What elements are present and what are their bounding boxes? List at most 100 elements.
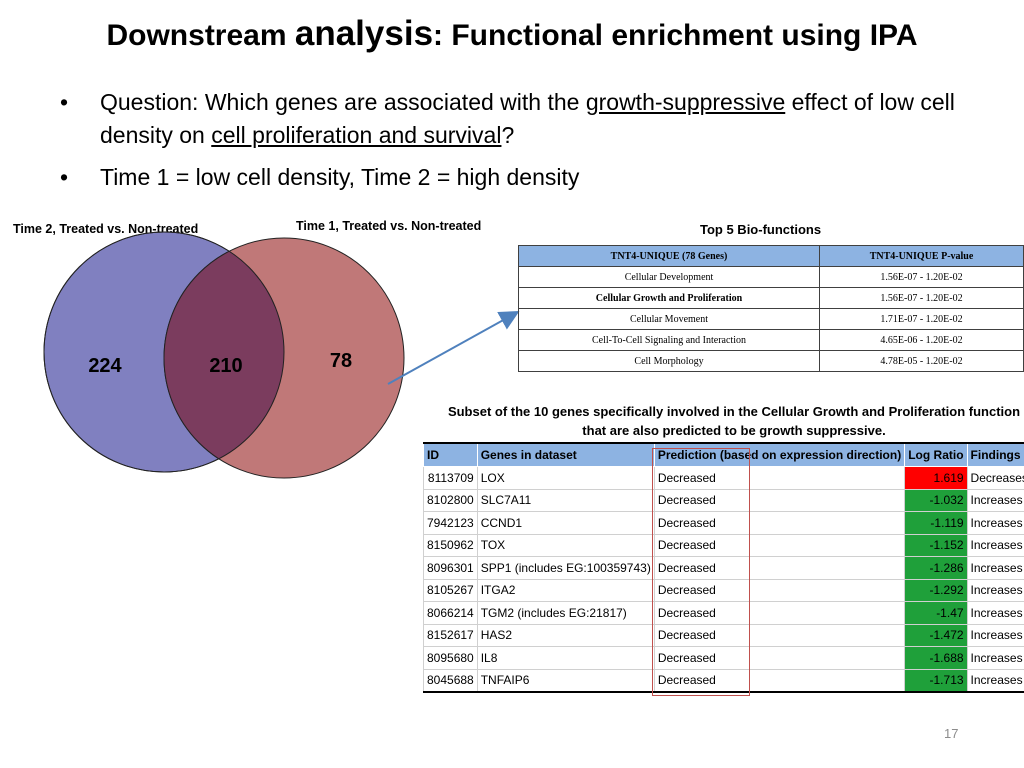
gene-id-cell: 7942123	[423, 511, 478, 535]
bio-function-cell: Cellular Growth and Proliferation	[518, 287, 820, 309]
top5-row: Cell Morphology 4.78E-05 - 1.20E-02	[518, 350, 1024, 372]
gene-id-cell: 8113709	[423, 466, 478, 490]
log-ratio-cell: -1.47	[904, 601, 968, 625]
slide-title: Downstream analysis: Functional enrichme…	[0, 14, 1024, 54]
gene-name-cell: ITGA2	[476, 578, 655, 602]
top5-row: Cellular Movement 1.71E-07 - 1.20E-02	[518, 308, 1024, 330]
p-value-cell: 1.71E-07 - 1.20E-02	[819, 308, 1024, 330]
question-text-pre: Question: Which genes are associated wit…	[100, 89, 586, 115]
p-value-cell: 4.78E-05 - 1.20E-02	[819, 350, 1024, 372]
log-ratio-cell: 1.619	[904, 466, 968, 490]
question-text-mid: effect of low cell density on	[100, 89, 955, 148]
prediction-cell: Decreased	[653, 488, 906, 512]
gene-id-cell: 8150962	[423, 533, 478, 557]
bio-function-cell: Cellular Development	[518, 266, 820, 288]
venn-label-right: Time 1, Treated vs. Non-treated	[296, 219, 482, 233]
top5-row: Cellular Growth and Proliferation 1.56E-0…	[518, 287, 1024, 309]
bio-function-cell: Cellular Movement	[518, 308, 820, 330]
prediction-cell: Decreased	[653, 623, 906, 647]
question-underline-2: cell proliferation and survival	[211, 122, 502, 148]
findings-cell: Increases (5)	[966, 623, 1024, 647]
findings-cell: Increases (4)	[966, 668, 1024, 693]
gene-name-cell: HAS2	[476, 623, 655, 647]
gene-id-cell: 8105267	[423, 578, 478, 602]
genes-header-prediction: Prediction (based on expression directio…	[653, 442, 906, 467]
log-ratio-cell: -1.032	[904, 488, 968, 512]
question-underline-1: growth-suppressive	[585, 89, 786, 115]
findings-cell: Increases (2)	[966, 578, 1024, 602]
genes-header-findings: Findings	[966, 442, 1024, 467]
p-value-cell: 4.65E-06 - 1.20E-02	[819, 329, 1024, 351]
prediction-cell: Decreased	[653, 646, 906, 670]
findings-cell: Increases (35)	[966, 646, 1024, 670]
bullet-marker: •	[60, 164, 69, 190]
p-value-cell: 1.56E-07 - 1.20E-02	[819, 266, 1024, 288]
title-part-1: Downstream	[106, 19, 295, 52]
bullet-time-definition: • Time 1 = low cell density, Time 2 = hi…	[60, 161, 960, 194]
genes-header-log-ratio: Log Ratio	[904, 442, 968, 467]
gene-name-cell: CCND1	[476, 511, 655, 535]
bullet-list: • Question: Which genes are associated w…	[60, 86, 960, 203]
gene-id-cell: 8096301	[423, 556, 478, 580]
genes-header-gene: Genes in dataset	[476, 442, 655, 467]
findings-cell: Increases (1)	[966, 533, 1024, 557]
gene-id-cell: 8102800	[423, 488, 478, 512]
genes-header-id: ID	[423, 442, 478, 467]
genes-row: 8096301 SPP1 (includes EG:100359743) Decre…	[423, 556, 1024, 580]
bullet-question: • Question: Which genes are associated w…	[60, 86, 960, 152]
bio-function-cell: Cell Morphology	[518, 350, 820, 372]
findings-cell: Increases (85)	[966, 511, 1024, 535]
prediction-cell: Decreased	[653, 578, 906, 602]
p-value-cell: 1.56E-07 - 1.20E-02	[819, 287, 1024, 309]
bio-function-cell: Cell-To-Cell Signaling and Interaction	[518, 329, 820, 351]
log-ratio-cell: -1.286	[904, 556, 968, 580]
gene-name-cell: TNFAIP6	[476, 668, 655, 693]
top5-row: Cell-To-Cell Signaling and Interaction 4.…	[518, 329, 1024, 351]
genes-header-row: ID Genes in dataset Prediction (based on…	[423, 442, 1024, 467]
venn-overlap	[163, 237, 284, 472]
gene-id-cell: 8066214	[423, 601, 478, 625]
top5-table: TNT4-UNIQUE (78 Genes) TNT4-UNIQUE P-val…	[518, 245, 1024, 372]
top5-caption: Top 5 Bio-functions	[700, 222, 822, 237]
gene-name-cell: IL8	[476, 646, 655, 670]
top5-header-col2: TNT4-UNIQUE P-value	[819, 245, 1024, 267]
log-ratio-cell: -1.152	[904, 533, 968, 557]
top5-header-row: TNT4-UNIQUE (78 Genes) TNT4-UNIQUE P-val…	[518, 245, 1024, 267]
findings-cell: Increases (42)	[966, 556, 1024, 580]
gene-id-cell: 8045688	[423, 668, 478, 693]
venn-count-left: 224	[88, 355, 122, 377]
prediction-cell: Decreased	[653, 533, 906, 557]
log-ratio-cell: -1.713	[904, 668, 968, 693]
gene-name-cell: SPP1 (includes EG:100359743)	[476, 556, 655, 580]
gene-name-cell: SLC7A11	[476, 488, 655, 512]
top5-header-col1: TNT4-UNIQUE (78 Genes)	[518, 245, 820, 267]
top5-row: Cellular Development 1.56E-07 - 1.20E-02	[518, 266, 1024, 288]
bullet-marker: •	[60, 89, 69, 115]
prediction-cell: Decreased	[653, 601, 906, 625]
genes-row: 8066214 TGM2 (includes EG:21817) Decreased…	[423, 601, 1024, 625]
prediction-cell: Decreased	[653, 466, 906, 490]
question-text-post: ?	[501, 122, 515, 148]
gene-name-cell: TGM2 (includes EG:21817)	[476, 601, 655, 625]
log-ratio-cell: -1.292	[904, 578, 968, 602]
gene-name-cell: LOX	[476, 466, 655, 490]
subset-caption: Subset of the 10 genes specifically invo…	[447, 404, 1021, 438]
prediction-cell: Decreased	[653, 511, 906, 535]
findings-cell: Decreases (9)	[966, 466, 1024, 490]
log-ratio-cell: -1.119	[904, 511, 968, 535]
venn-count-overlap: 210	[209, 355, 242, 377]
prediction-cell: Decreased	[653, 556, 906, 580]
log-ratio-cell: -1.688	[904, 646, 968, 670]
time-definition-text: Time 1 = low cell density, Time 2 = high…	[100, 164, 580, 190]
arrow-to-table	[387, 311, 520, 385]
venn-count-right: 78	[330, 350, 352, 372]
findings-cell: Increases (5)	[966, 488, 1024, 512]
